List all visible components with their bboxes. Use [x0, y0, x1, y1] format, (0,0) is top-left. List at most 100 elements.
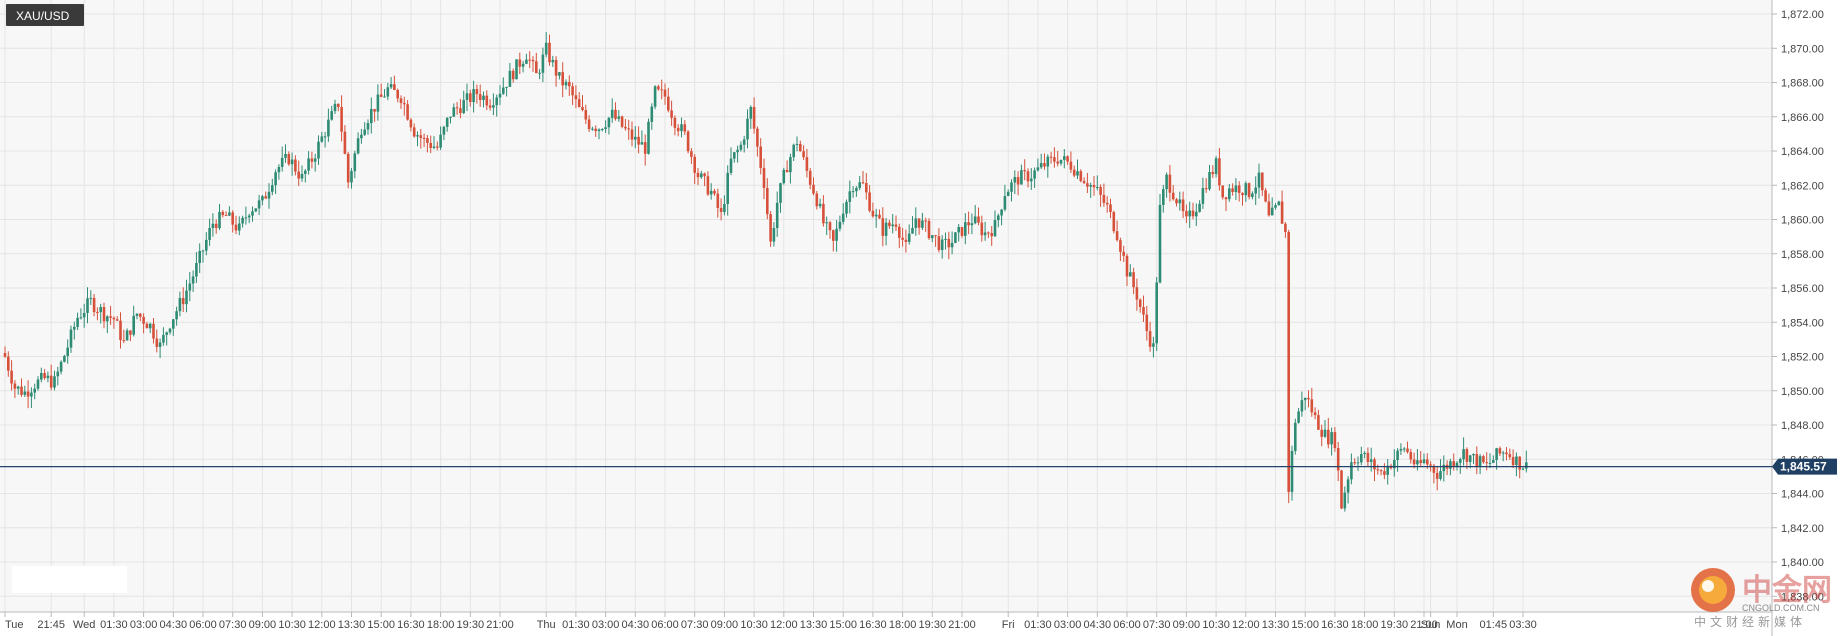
candle-body[interactable] [205, 239, 208, 251]
candle-body[interactable] [1419, 460, 1422, 464]
candle-body[interactable] [333, 103, 337, 112]
candle-body[interactable] [617, 116, 621, 119]
candle-body[interactable] [356, 138, 360, 154]
candle-body[interactable] [1330, 432, 1333, 445]
candle-body[interactable] [1360, 454, 1363, 463]
candle-body[interactable] [449, 116, 452, 118]
candle-body[interactable] [703, 173, 706, 177]
candle-body[interactable] [624, 126, 627, 129]
candle-body[interactable] [954, 232, 957, 243]
candle-body[interactable] [1455, 462, 1459, 467]
candle-body[interactable] [162, 334, 165, 343]
candle-body[interactable] [907, 233, 911, 242]
candle-body[interactable] [1488, 462, 1492, 464]
candle-body[interactable] [518, 59, 522, 67]
candle-body[interactable] [1043, 163, 1046, 167]
candle-body[interactable] [1261, 172, 1264, 191]
candle-body[interactable] [934, 235, 937, 237]
candle-body[interactable] [584, 110, 588, 120]
candle-body[interactable] [1072, 169, 1076, 176]
candle-body[interactable] [1416, 460, 1419, 465]
candle-body[interactable] [1201, 188, 1205, 204]
candle-body[interactable] [1340, 470, 1343, 509]
candle-body[interactable] [1297, 411, 1300, 423]
candle-body[interactable] [1290, 450, 1294, 492]
candle-body[interactable] [346, 153, 350, 183]
candle-body[interactable] [1053, 157, 1056, 162]
candle-body[interactable] [1119, 240, 1122, 252]
candle-body[interactable] [1501, 452, 1505, 454]
candle-body[interactable] [1115, 231, 1119, 241]
candle-body[interactable] [76, 317, 79, 327]
candle-body[interactable] [66, 347, 69, 356]
candle-body[interactable] [1181, 199, 1185, 212]
candle-body[interactable] [92, 297, 96, 313]
candle-body[interactable] [917, 218, 921, 228]
candle-body[interactable] [360, 134, 363, 139]
candle-body[interactable] [320, 136, 324, 142]
candle-body[interactable] [690, 151, 693, 157]
candle-body[interactable] [1218, 158, 1221, 186]
candle-body[interactable] [541, 54, 545, 73]
candle-body[interactable] [122, 340, 126, 342]
candle-body[interactable] [1462, 449, 1465, 460]
candle-body[interactable] [1096, 187, 1099, 189]
candle-body[interactable] [33, 388, 36, 393]
candle-body[interactable] [1439, 471, 1442, 479]
candle-body[interactable] [1247, 183, 1251, 197]
candle-body[interactable] [1383, 471, 1386, 475]
candle-body[interactable] [495, 97, 498, 106]
candle-body[interactable] [789, 157, 792, 173]
candle-body[interactable] [683, 124, 687, 132]
candle-body[interactable] [1294, 422, 1297, 451]
candle-body[interactable] [1105, 202, 1109, 205]
candle-body[interactable] [729, 158, 733, 173]
candle-body[interactable] [63, 355, 66, 362]
candle-body[interactable] [1228, 188, 1231, 200]
candle-body[interactable] [175, 311, 178, 320]
candle-body[interactable] [469, 93, 472, 103]
candle-body[interactable] [1508, 454, 1512, 458]
candle-body[interactable] [657, 86, 660, 90]
candle-body[interactable] [1402, 448, 1406, 450]
candle-body[interactable] [1426, 459, 1429, 465]
candle-body[interactable] [825, 222, 828, 224]
candle-body[interactable] [231, 212, 234, 225]
candle-body[interactable] [838, 221, 842, 229]
candle-body[interactable] [432, 146, 436, 148]
candle-body[interactable] [1020, 170, 1023, 185]
candle-body[interactable] [973, 216, 977, 224]
candle-body[interactable] [59, 361, 63, 372]
candle-body[interactable] [558, 72, 561, 76]
candle-body[interactable] [1069, 161, 1073, 170]
candle-body[interactable] [3, 353, 7, 357]
candle-body[interactable] [1478, 456, 1482, 467]
candle-body[interactable] [782, 169, 786, 184]
candle-body[interactable] [132, 315, 135, 335]
candle-body[interactable] [568, 81, 571, 87]
candle-body[interactable] [795, 143, 799, 145]
candle-body[interactable] [1208, 171, 1211, 190]
candle-body[interactable] [1323, 429, 1327, 437]
candle-body[interactable] [1379, 470, 1383, 472]
candle-body[interactable] [482, 95, 485, 101]
candle-body[interactable] [485, 95, 489, 106]
candle-body[interactable] [1026, 171, 1030, 182]
candle-body[interactable] [135, 313, 139, 316]
candle-body[interactable] [551, 59, 555, 63]
candle-body[interactable] [1449, 461, 1452, 469]
candle-body[interactable] [548, 42, 551, 63]
candle-body[interactable] [1039, 163, 1043, 168]
candle-body[interactable] [201, 250, 205, 252]
candle-body[interactable] [756, 128, 759, 147]
candle-body[interactable] [452, 107, 456, 117]
candle-body[interactable] [488, 105, 492, 108]
candle-body[interactable] [597, 129, 601, 132]
candle-body[interactable] [931, 235, 934, 239]
candle-body[interactable] [581, 107, 584, 111]
candle-body[interactable] [620, 116, 624, 127]
candle-body[interactable] [396, 89, 399, 99]
candle-body[interactable] [337, 103, 340, 107]
candle-body[interactable] [759, 146, 762, 168]
